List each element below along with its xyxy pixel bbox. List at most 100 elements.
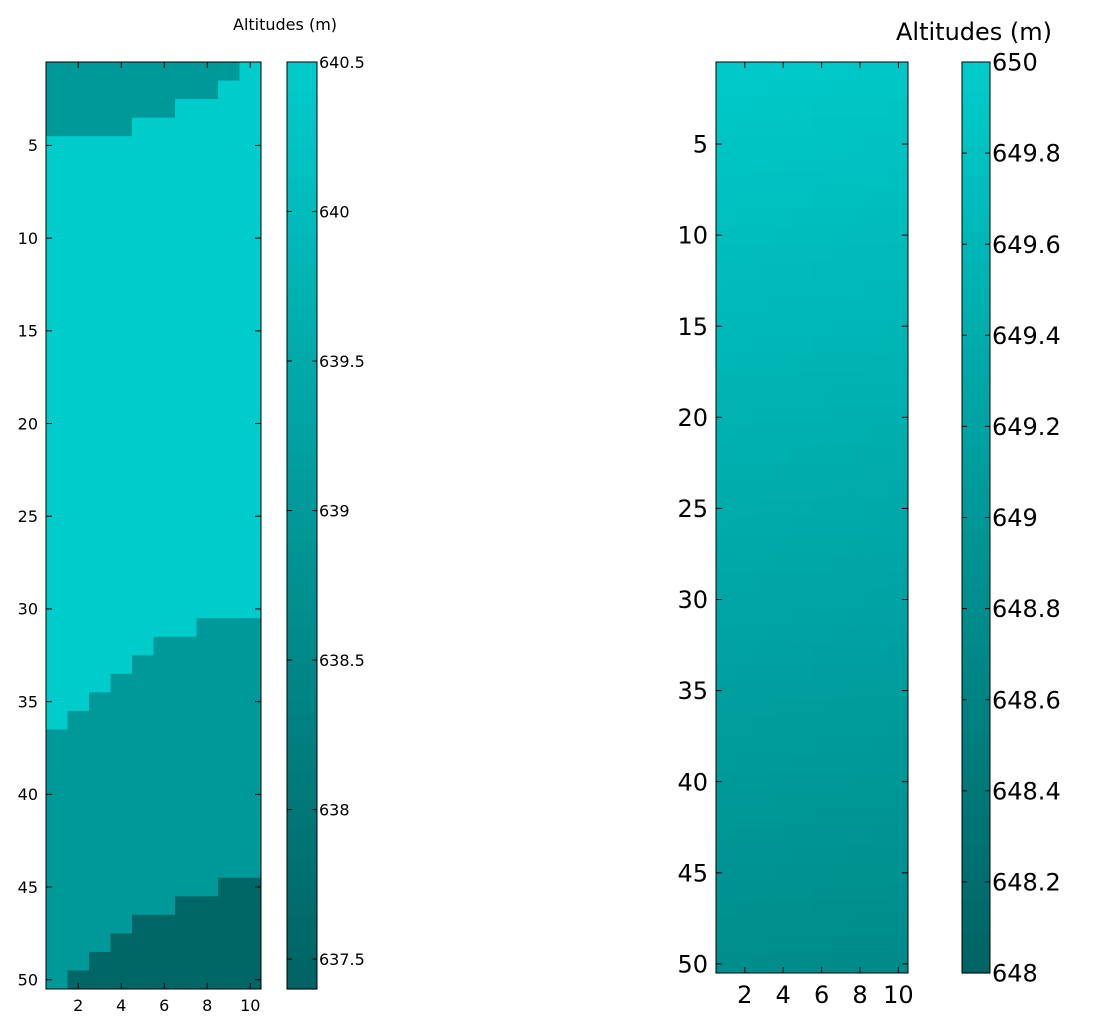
heatmap-cell	[110, 562, 133, 582]
heatmap-cell	[196, 785, 219, 805]
heatmap-cell	[46, 692, 68, 712]
heatmap-cell	[850, 444, 871, 464]
heatmap-cell	[754, 954, 775, 974]
heatmap-cell	[716, 317, 736, 336]
colorbar-segment	[287, 148, 317, 164]
heatmap-cell	[792, 754, 813, 774]
heatmap-cell	[89, 692, 111, 712]
heatmap-cell	[132, 358, 154, 378]
heatmap-cell	[67, 377, 90, 397]
heatmap-cell	[67, 451, 90, 471]
right-plot-frame	[715, 61, 909, 974]
heatmap-cell	[218, 358, 240, 378]
heatmap-cell	[46, 803, 68, 823]
heatmap-cell	[716, 954, 736, 974]
heatmap-cell	[67, 710, 90, 730]
heatmap-cell	[239, 581, 262, 601]
heatmap-cell	[46, 284, 68, 304]
heatmap-cell	[175, 896, 197, 916]
heatmap-cell	[812, 225, 832, 245]
heatmap-cell	[888, 954, 909, 974]
colorbar-segment	[287, 858, 317, 874]
heatmap-cell	[888, 280, 909, 300]
heatmap-cell	[888, 371, 909, 391]
colorbar-segment	[287, 684, 317, 700]
colorbar-segment	[962, 745, 990, 761]
heatmap-cell	[735, 827, 755, 846]
heatmap-cell	[888, 809, 909, 828]
heatmap-cell	[218, 970, 240, 990]
heatmap-cell	[869, 353, 890, 373]
heatmap-cell	[716, 499, 736, 518]
heatmap-cell	[132, 840, 154, 860]
heatmap-cell	[812, 280, 832, 300]
heatmap-cell	[46, 99, 68, 119]
heatmap-cell	[850, 134, 871, 154]
heatmap-cell	[132, 506, 154, 526]
heatmap-cell	[175, 803, 197, 823]
heatmap-cell	[716, 353, 736, 373]
heatmap-cell	[735, 262, 755, 282]
heatmap-cell	[239, 340, 262, 360]
heatmap-cell	[850, 863, 871, 883]
heatmap-cell	[175, 99, 197, 119]
heatmap-cell	[754, 171, 775, 191]
heatmap-cell	[239, 822, 262, 842]
colorbar-tick-label: 639	[319, 501, 350, 520]
heatmap-cell	[792, 517, 813, 537]
heatmap-cell	[716, 116, 736, 136]
heatmap-cell	[831, 426, 851, 446]
heatmap-cell	[850, 225, 871, 245]
heatmap-cell	[888, 298, 909, 318]
heatmap-cell	[239, 265, 262, 285]
heatmap-cell	[869, 517, 890, 537]
heatmap-cell	[175, 451, 197, 471]
heatmap-cell	[196, 618, 219, 638]
heatmap-cell	[773, 408, 794, 427]
heatmap-cell	[196, 62, 219, 82]
heatmap-cell	[754, 189, 775, 209]
heatmap-cell	[792, 936, 813, 956]
heatmap-cell	[792, 444, 813, 464]
colorbar-segment	[287, 945, 317, 961]
heatmap-cell	[46, 469, 68, 489]
heatmap-cell	[89, 970, 111, 990]
colorbar-segment	[287, 626, 317, 642]
heatmap-cell	[46, 970, 68, 990]
heatmap-cell	[110, 99, 133, 119]
heatmap-cell	[869, 171, 890, 191]
colorbar-segment	[287, 641, 317, 657]
heatmap-cell	[89, 303, 111, 323]
heatmap-cell	[850, 62, 871, 81]
heatmap-cell	[869, 900, 890, 919]
heatmap-cell	[812, 116, 832, 136]
heatmap-cell	[869, 809, 890, 828]
heatmap-cell	[175, 562, 197, 582]
heatmap-cell	[888, 189, 909, 209]
heatmap-cell	[196, 970, 219, 990]
heatmap-cell	[735, 663, 755, 682]
heatmap-cell	[773, 481, 794, 500]
heatmap-cell	[735, 481, 755, 500]
heatmap-cell	[735, 517, 755, 537]
heatmap-cell	[888, 699, 909, 719]
heatmap-cell	[196, 710, 219, 730]
heatmap-cell	[850, 626, 871, 646]
heatmap-cell	[132, 265, 154, 285]
colorbar-segment	[287, 105, 317, 121]
heatmap-cell	[46, 599, 68, 619]
y-tick-label: 20	[18, 414, 38, 433]
heatmap-cell	[735, 936, 755, 956]
heatmap-cell	[46, 840, 68, 860]
heatmap-cell	[888, 389, 909, 409]
y-tick-label: 35	[677, 677, 708, 705]
heatmap-cell	[218, 191, 240, 211]
heatmap-cell	[812, 535, 832, 555]
heatmap-cell	[239, 692, 262, 712]
heatmap-cell	[89, 636, 111, 656]
colorbar-segment	[287, 844, 317, 860]
heatmap-cell	[716, 189, 736, 209]
heatmap-cell	[218, 859, 240, 879]
right-axis-ticks: 2 4 6 8 10 5 10 15 20 25 30 35 40 45 50	[677, 62, 914, 1009]
heatmap-cell	[175, 544, 197, 564]
